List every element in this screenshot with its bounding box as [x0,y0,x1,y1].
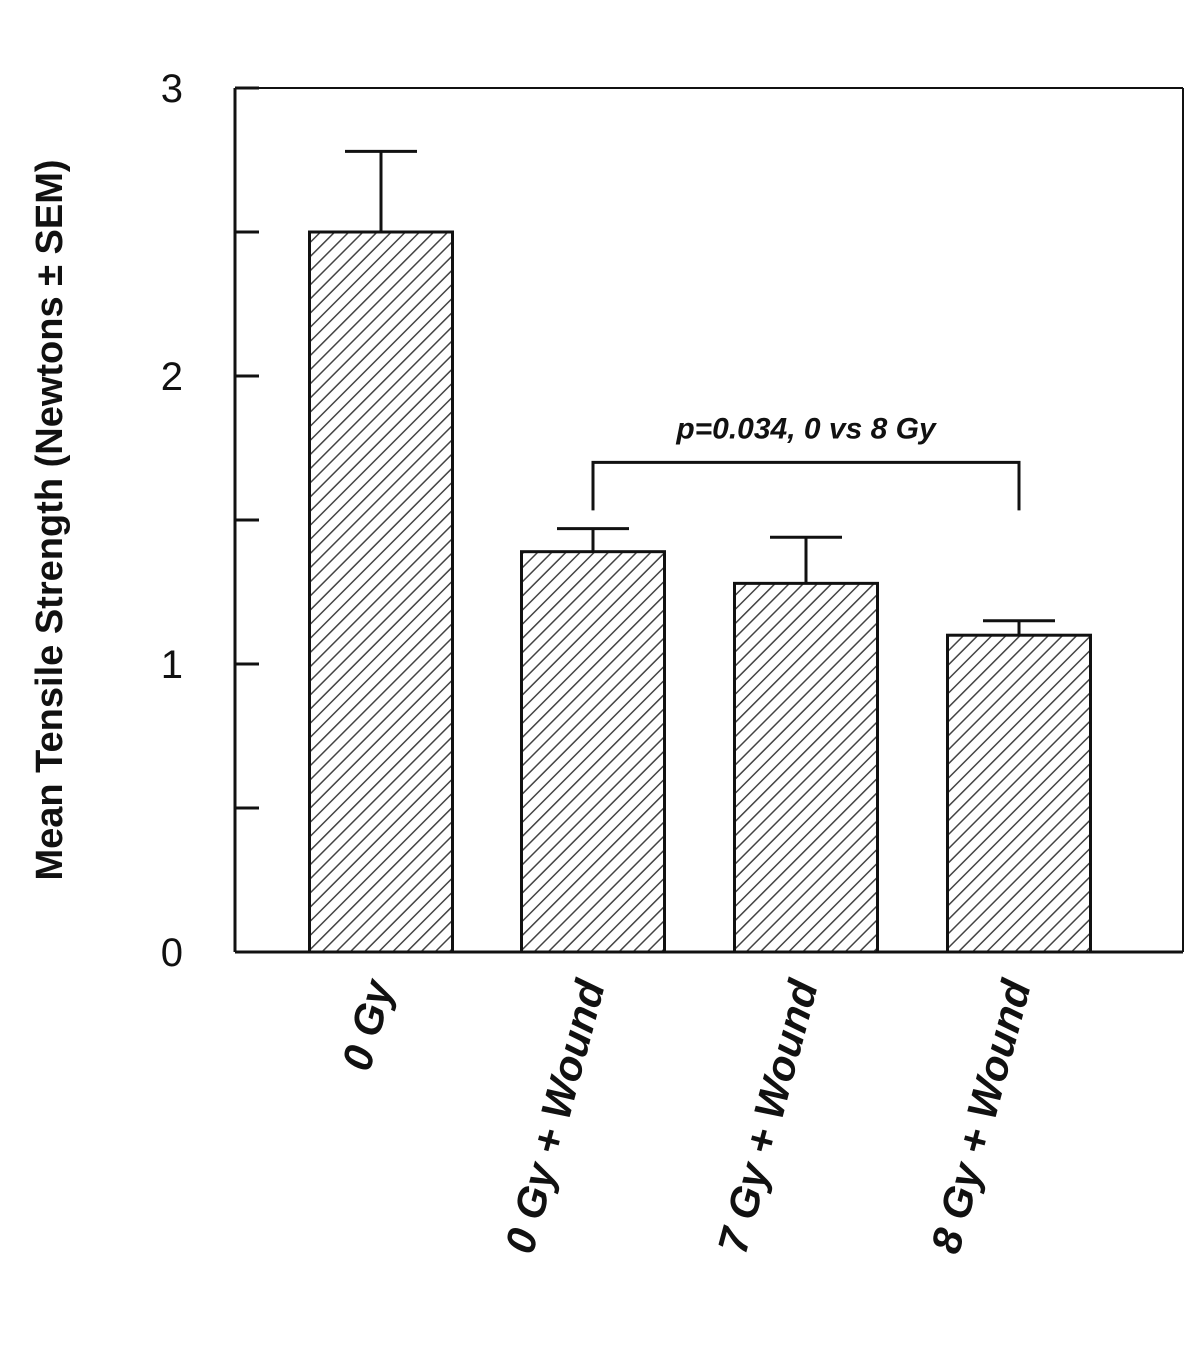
y-tick-label: 3 [161,67,183,111]
significance-label: p=0.034, 0 vs 8 Gy [675,412,937,445]
x-tick-label: 8 Gy + Wound [922,974,1040,1258]
y-tick-label: 2 [161,355,183,399]
x-tick-label: 7 Gy + Wound [709,974,827,1258]
y-tick-label: 1 [161,643,183,687]
bar [520,550,666,954]
significance-annotation: p=0.034, 0 vs 8 Gy [591,412,1021,511]
bar [733,581,879,954]
significance-bracket [591,460,1021,511]
bars [308,230,1092,954]
x-tick-label: 0 Gy + Wound [496,974,614,1258]
y-axis-label: Mean Tensile Strength (Newtons ± SEM) [29,159,71,880]
bar [308,230,454,954]
x-axis-tick-labels: 0 Gy 0 Gy + Wound 7 Gy + Wound 8 Gy + Wound [333,973,1040,1259]
x-tick-label: 0 Gy [333,973,403,1076]
bar [946,633,1092,954]
y-axis-ticks: 0 1 2 3 [161,67,259,975]
error-bars [345,149,1055,636]
y-tick-label: 0 [161,931,183,975]
